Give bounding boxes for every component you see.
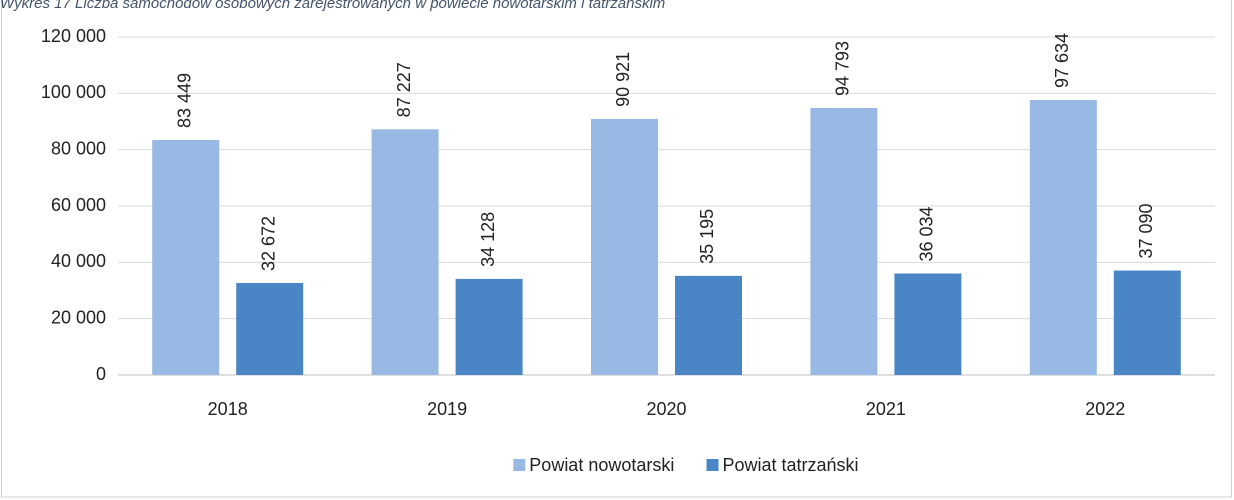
x-tick-label: 2019 xyxy=(427,399,467,419)
value-label: 36 034 xyxy=(917,206,937,261)
legend-label: Powiat tatrzański xyxy=(723,455,859,475)
chart-title: Wykres 17 Liczba samochodów osobowych za… xyxy=(0,0,665,12)
value-label: 90 921 xyxy=(613,52,633,107)
y-tick-label: 120 000 xyxy=(41,26,106,46)
legend-label: Powiat nowotarski xyxy=(529,455,674,475)
y-tick-label: 0 xyxy=(96,364,106,384)
x-tick-label: 2018 xyxy=(208,399,248,419)
bar xyxy=(152,139,220,375)
bar xyxy=(1113,270,1181,375)
legend-swatch xyxy=(513,459,526,471)
x-tick-label: 2022 xyxy=(1085,399,1125,419)
value-label: 87 227 xyxy=(394,62,414,117)
x-tick-label: 2020 xyxy=(646,399,686,419)
value-label: 83 449 xyxy=(174,73,194,128)
y-tick-label: 20 000 xyxy=(51,307,106,327)
value-label: 94 793 xyxy=(833,41,853,96)
value-label: 37 090 xyxy=(1136,203,1156,258)
value-label: 32 672 xyxy=(258,216,278,271)
bar xyxy=(1029,99,1097,376)
value-label: 97 634 xyxy=(1052,33,1072,88)
x-tick-label: 2021 xyxy=(866,399,906,419)
y-tick-label: 40 000 xyxy=(51,251,106,271)
y-tick-label: 60 000 xyxy=(51,195,106,215)
bar xyxy=(591,118,658,375)
value-label: 34 128 xyxy=(478,212,498,267)
bar xyxy=(455,278,523,375)
bar xyxy=(810,107,878,375)
bar xyxy=(236,282,304,375)
bar xyxy=(894,273,962,375)
y-tick-label: 100 000 xyxy=(41,82,106,102)
bar xyxy=(371,129,439,375)
legend-swatch xyxy=(706,459,719,471)
value-label: 35 195 xyxy=(697,209,717,264)
y-tick-label: 80 000 xyxy=(51,138,106,158)
bar xyxy=(675,275,742,375)
